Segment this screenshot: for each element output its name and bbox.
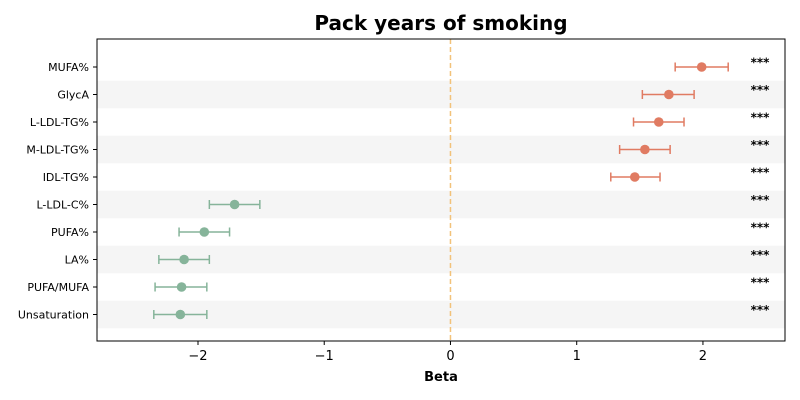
point-estimate — [629, 172, 640, 182]
y-tick-label: PUFA/MUFA — [27, 281, 89, 294]
x-tick-label: −2 — [188, 349, 207, 364]
significance-label: *** — [751, 248, 771, 262]
significance-label: *** — [751, 166, 771, 180]
significance-label: *** — [751, 221, 771, 235]
estimate-rows: *** *** *** *** *** *** *** *** *** *** — [153, 56, 771, 320]
point-estimate — [175, 309, 186, 320]
point-estimate — [229, 199, 240, 210]
y-tick-label: PUFA% — [51, 226, 89, 239]
estimate-row: *** — [178, 221, 771, 237]
point-estimate — [664, 89, 674, 100]
y-tick-label: IDL-TG% — [43, 171, 89, 184]
estimate-row: *** — [158, 248, 771, 265]
significance-label: *** — [751, 276, 771, 290]
estimate-row: *** — [154, 276, 771, 292]
estimate-row: *** — [674, 56, 771, 72]
significance-label: *** — [751, 56, 771, 70]
row-stripe — [97, 135, 785, 164]
x-axis-label: Beta — [424, 370, 458, 385]
y-tick-label: GlycA — [57, 89, 89, 102]
estimate-row: *** — [208, 193, 771, 210]
plot-frame — [96, 38, 786, 342]
x-tick-label: 1 — [573, 349, 581, 364]
y-tick-label: LA% — [65, 254, 89, 267]
significance-label: *** — [751, 111, 771, 125]
point-estimate — [176, 282, 187, 292]
chart-title: Pack years of smoking — [314, 11, 567, 35]
row-stripes — [97, 80, 785, 329]
y-axis: MUFA% GlycA L-LDL-TG% M-LDL-TG% IDL-TG% L-LDL… — [18, 61, 97, 322]
x-tick-label: 0 — [446, 349, 454, 364]
row-stripe — [97, 190, 785, 219]
significance-label: *** — [751, 193, 771, 207]
x-tick-label: −1 — [315, 349, 334, 364]
estimate-row: *** — [618, 138, 771, 155]
y-tick-label: Unsaturation — [18, 309, 89, 322]
point-estimate — [640, 144, 650, 155]
row-stripe — [97, 300, 785, 329]
estimate-row: *** — [641, 83, 771, 100]
estimate-row: *** — [610, 166, 771, 182]
significance-label: *** — [751, 138, 771, 152]
x-tick-label: 2 — [699, 349, 707, 364]
point-estimate — [653, 117, 664, 127]
significance-label: *** — [751, 303, 771, 317]
significance-label: *** — [751, 83, 771, 97]
y-tick-label: L-LDL-C% — [36, 199, 89, 212]
y-tick-label: M-LDL-TG% — [26, 144, 89, 157]
row-stripe — [97, 245, 785, 274]
y-tick-label: L-LDL-TG% — [30, 116, 89, 129]
point-estimate — [696, 62, 707, 72]
estimate-row: *** — [153, 303, 771, 320]
point-estimate — [199, 227, 210, 237]
x-axis: −2 −1 0 1 2 — [188, 341, 707, 364]
point-estimate — [179, 254, 189, 265]
y-tick-label: MUFA% — [48, 61, 89, 74]
estimate-row: *** — [632, 111, 771, 127]
